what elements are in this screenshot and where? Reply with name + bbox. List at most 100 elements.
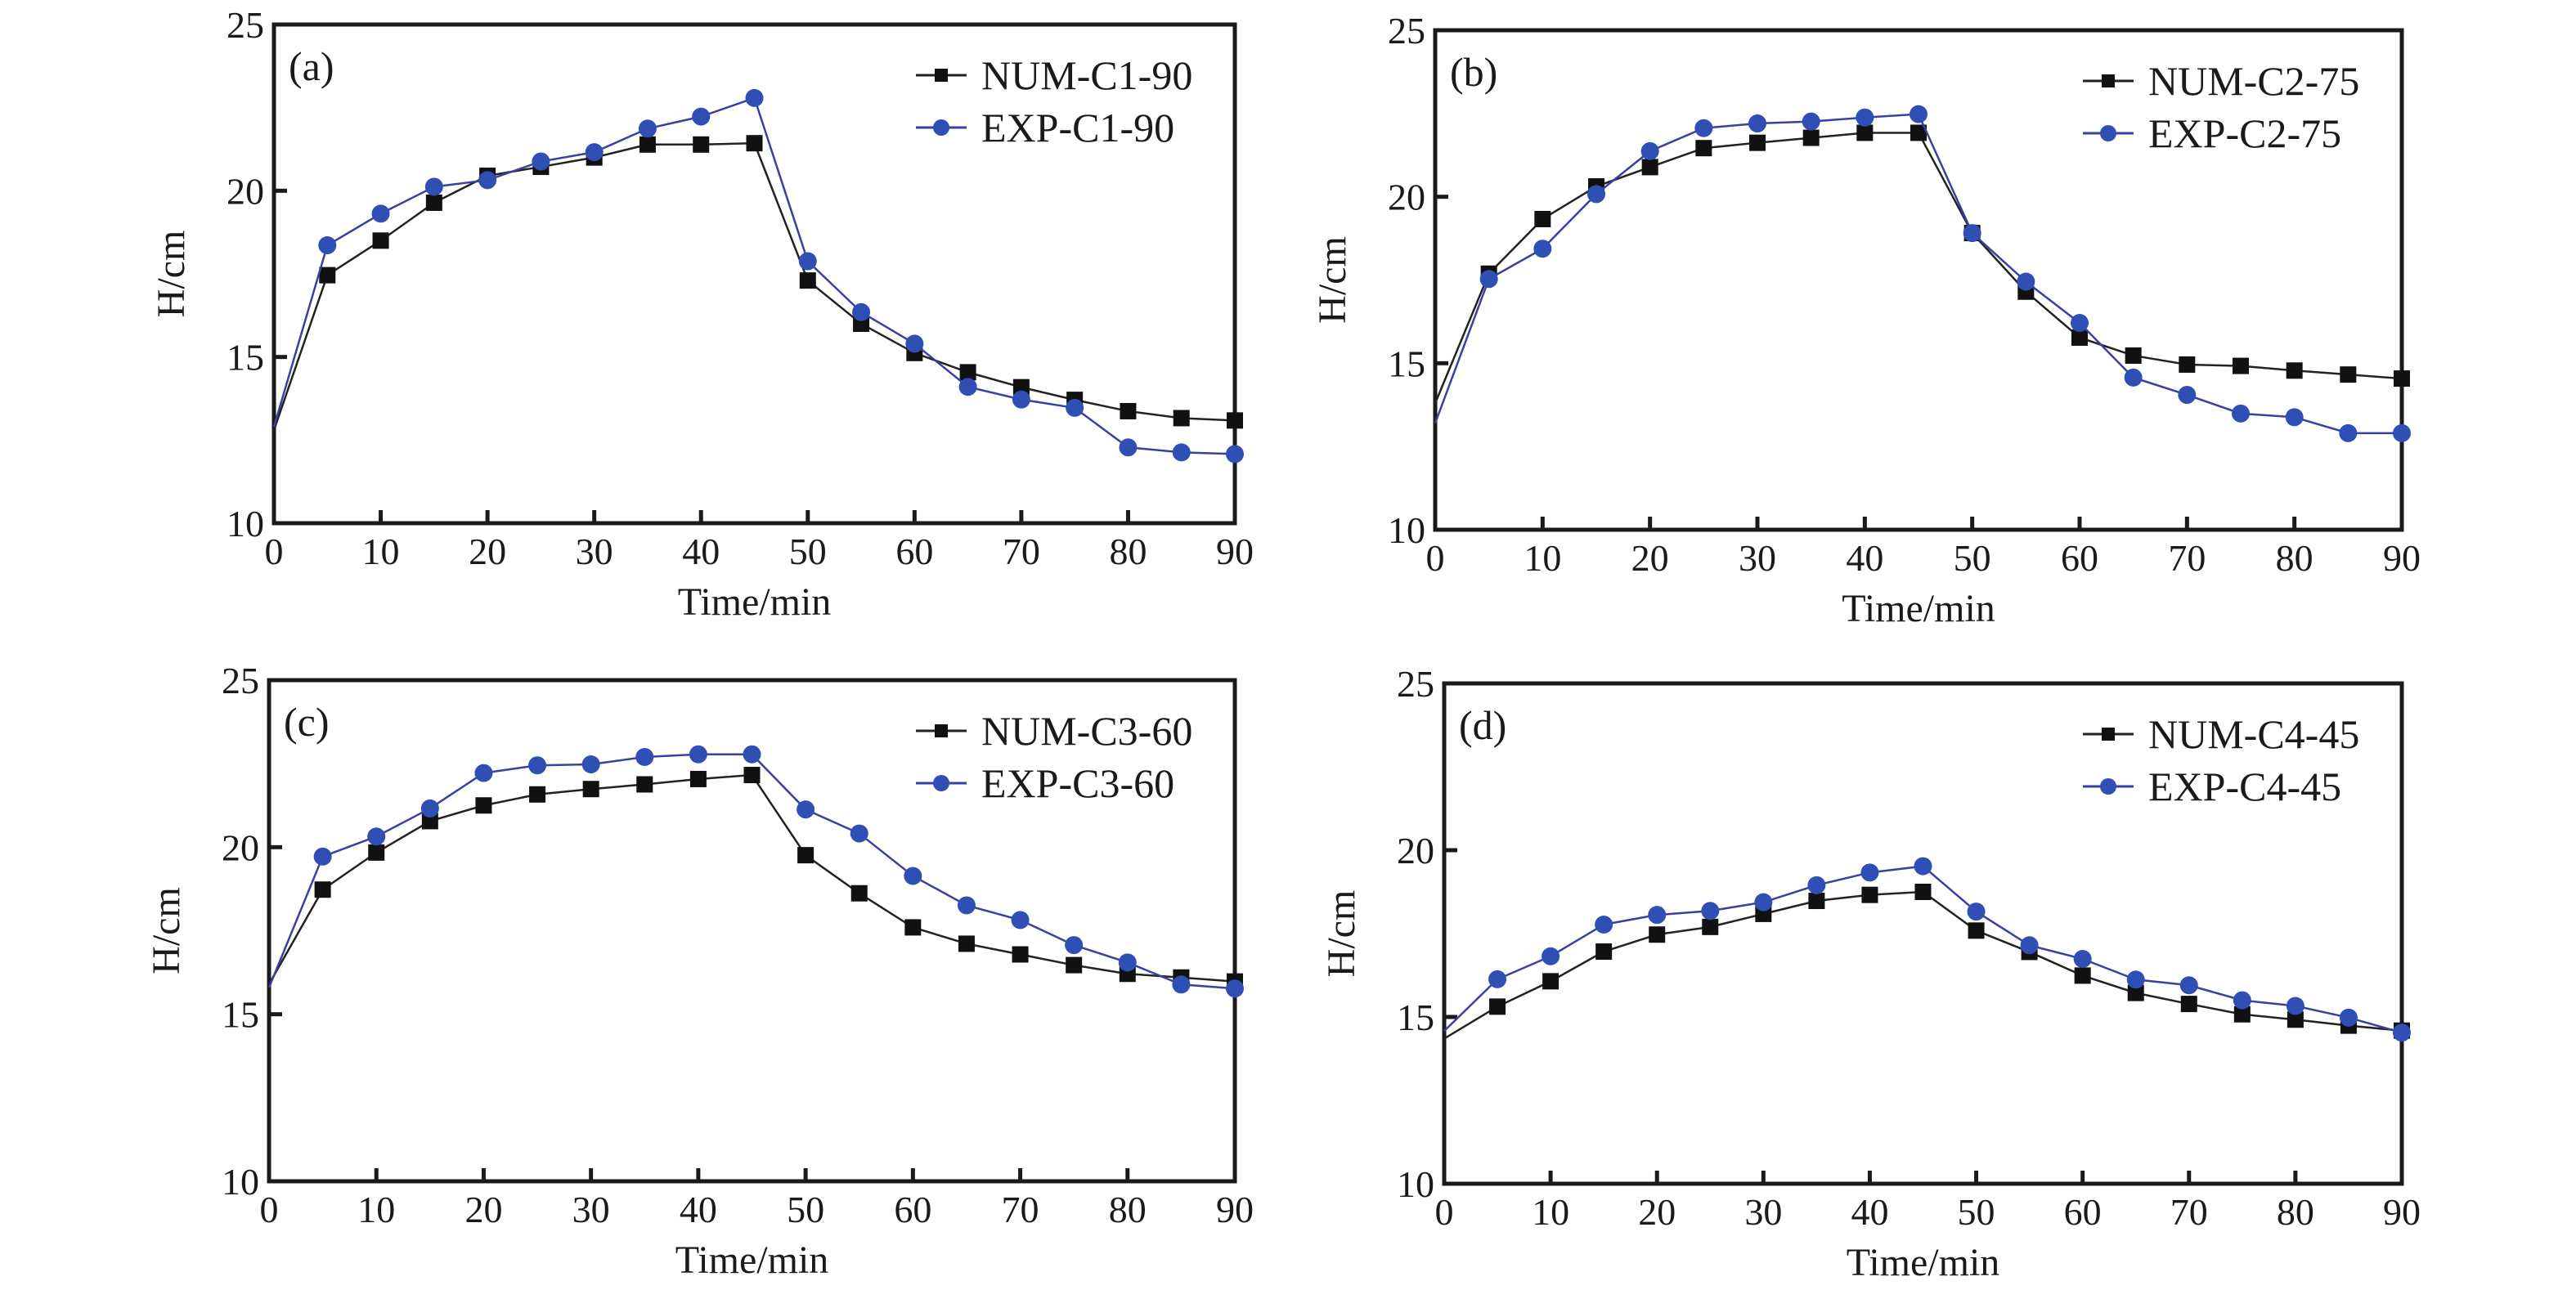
data-point-circle	[743, 745, 761, 764]
legend-square-marker-icon	[935, 69, 948, 82]
data-point-circle	[1807, 876, 1826, 894]
x-tick-label: 40	[1851, 1191, 1888, 1233]
data-point-circle	[1640, 141, 1659, 160]
y-tick-label: 10	[222, 1161, 259, 1203]
x-tick-label: 90	[2383, 537, 2421, 579]
data-point-circle	[1701, 902, 1720, 920]
data-point-circle	[1172, 443, 1191, 462]
x-tick-label: 0	[260, 1189, 279, 1230]
data-point-square	[2180, 996, 2197, 1013]
series-num-c2-75	[1434, 124, 2410, 404]
data-point-square	[1802, 129, 1820, 146]
x-tick-label: 50	[1954, 537, 1991, 579]
data-point-circle	[1967, 903, 1986, 921]
data-point-circle	[2233, 991, 2251, 1010]
data-point-square	[319, 267, 336, 284]
x-tick-label: 60	[2064, 1191, 2102, 1233]
x-tick-label: 40	[682, 531, 720, 572]
x-tick-label: 30	[572, 1189, 610, 1230]
data-point-circle	[528, 756, 547, 775]
x-tick-label: 20	[1638, 1191, 1676, 1233]
x-tick-label: 20	[1631, 537, 1669, 579]
data-point-circle	[2178, 386, 2197, 405]
data-point-circle	[1963, 224, 1981, 243]
x-tick-label: 90	[1216, 1189, 1254, 1230]
x-axis-label: Time/min	[675, 1238, 829, 1282]
y-tick-label: 10	[1388, 509, 1425, 551]
data-point-square	[799, 272, 816, 289]
data-point-circle	[367, 827, 386, 846]
data-point-square	[1012, 378, 1030, 396]
data-point-square	[2286, 362, 2303, 379]
plot-frame	[272, 22, 1237, 526]
legend-square-marker-icon	[2102, 728, 2115, 741]
x-tick-label: 0	[1435, 1191, 1454, 1233]
legend-entry-label: NUM-C2-75	[2148, 58, 2359, 104]
data-point-square	[2233, 1006, 2251, 1023]
data-point-circle	[1479, 270, 1498, 289]
data-point-square	[959, 364, 976, 381]
x-tick-label: 60	[895, 531, 933, 572]
x-tick-label: 70	[1002, 1189, 1039, 1230]
panel-label: (b)	[1450, 49, 1497, 95]
chart-panel-d: 0 10 20 30 40 50 60 70 80 9010152025Time/minH/cm(…	[1320, 663, 2421, 1284]
series-line	[267, 773, 1236, 985]
legend-entry-label: EXP-C2-75	[2148, 110, 2341, 156]
y-tick-label: 10	[227, 503, 264, 544]
data-point-square	[1227, 412, 1243, 429]
legend-circle-marker-icon	[2100, 778, 2116, 795]
data-point-square	[2071, 329, 2088, 346]
data-point-square	[743, 767, 761, 784]
legend-circle-marker-icon	[2100, 125, 2116, 141]
y-tick-label: 10	[1397, 1163, 1434, 1205]
data-point-circle	[689, 745, 707, 764]
data-point-circle	[1118, 953, 1137, 972]
x-tick-label: 40	[680, 1189, 717, 1230]
data-point-circle	[2339, 1008, 2358, 1027]
data-point-square	[1861, 886, 1878, 903]
y-tick-label: 15	[1388, 343, 1425, 384]
data-point-square	[2340, 366, 2357, 383]
x-tick-label: 90	[2383, 1191, 2421, 1233]
plot-frame	[1433, 28, 2404, 532]
y-tick-label: 25	[1388, 10, 1425, 52]
data-point-square	[1695, 140, 1712, 157]
data-point-circle	[1012, 390, 1030, 409]
x-tick-label: 10	[1524, 537, 1561, 579]
legend-square-marker-icon	[2102, 74, 2115, 87]
data-point-square	[1173, 410, 1190, 427]
plot-frame	[267, 678, 1237, 1184]
data-point-square	[421, 813, 438, 830]
y-tick-label: 25	[222, 660, 259, 701]
data-point-circle	[2285, 408, 2304, 427]
data-point-circle	[1533, 240, 1552, 258]
data-point-circle	[798, 252, 817, 271]
x-axis-label: Time/min	[1847, 1241, 2000, 1284]
x-tick-label: 30	[576, 531, 613, 572]
legend-entry-label: NUM-C1-90	[981, 52, 1192, 98]
legend-circle-marker-icon	[933, 119, 949, 136]
data-point-square	[2287, 1011, 2304, 1028]
data-point-circle	[2017, 272, 2035, 291]
data-point-circle	[904, 867, 922, 885]
x-tick-label: 20	[469, 531, 506, 572]
legend-entry-label: EXP-C1-90	[981, 105, 1174, 150]
data-point-circle	[1648, 906, 1667, 925]
data-point-circle	[371, 204, 390, 223]
chart-panel-a: 0 10 20 30 40 50 60 70 80 9010152025Time/minH/cm(…	[150, 4, 1254, 624]
data-point-square	[693, 136, 710, 153]
data-point-circle	[478, 171, 497, 190]
data-point-circle	[318, 236, 337, 255]
data-point-circle	[635, 747, 654, 766]
data-point-circle	[532, 152, 550, 171]
x-tick-label: 20	[464, 1189, 502, 1230]
data-point-square	[2127, 984, 2144, 1001]
data-point-circle	[585, 143, 604, 162]
data-point-circle	[2286, 997, 2304, 1015]
data-point-square	[636, 776, 653, 793]
data-point-square	[1595, 943, 1613, 961]
data-point-square	[2394, 370, 2410, 387]
y-tick-label: 15	[1397, 997, 1434, 1038]
data-point-square	[1066, 956, 1083, 974]
